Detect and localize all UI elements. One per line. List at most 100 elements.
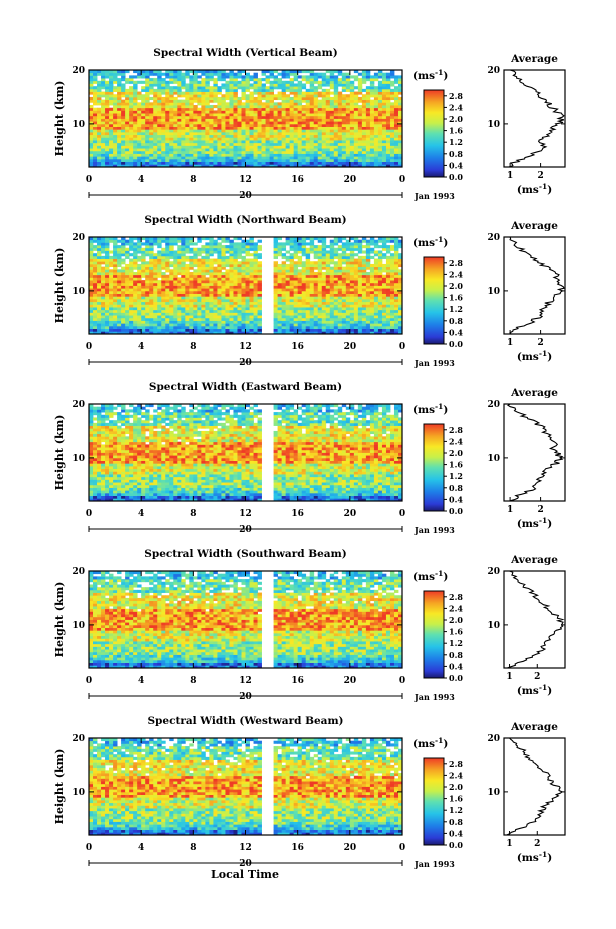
panel-2: Spectral Width (Northward Beam) Height (k… xyxy=(53,214,566,368)
colorbar-tick-label: 0.4 xyxy=(449,828,463,838)
y-axis-label: Height (km) xyxy=(53,415,66,491)
x-tick-label: 16 xyxy=(291,509,304,519)
colorbar-tick-label: 1.6 xyxy=(449,460,463,470)
colorbar-tick-label: 1.2 xyxy=(449,304,463,314)
day-label: 20 xyxy=(239,191,252,201)
average-y-tick-label: 20 xyxy=(487,567,500,577)
colorbar-tick-label: 2.8 xyxy=(449,759,463,769)
colorbar-tick-label: 2.4 xyxy=(449,770,463,780)
colorbar-tick-label: 2.0 xyxy=(449,448,463,458)
x-tick-label: 8 xyxy=(190,342,196,352)
x-tick-label: 12 xyxy=(239,175,252,185)
colorbar-unit: (ms-1) xyxy=(413,736,448,750)
y-tick-label: 10 xyxy=(72,287,85,297)
date-label: Jan 1993 xyxy=(414,358,455,368)
panel-1: Spectral Width (Vertical Beam) Height (km… xyxy=(53,47,566,201)
panel-3: Spectral Width (Eastward Beam) Height (km… xyxy=(53,381,566,535)
x-tick-label: 0 xyxy=(86,843,92,853)
day-label: 20 xyxy=(239,692,252,702)
heatmap-cells xyxy=(89,237,403,335)
colorbar-tick-label: 0.0 xyxy=(449,673,463,683)
colorbar-tick-label: 0.0 xyxy=(449,840,463,850)
x-tick-label: 0 xyxy=(399,175,405,185)
colorbar-tick-label: 1.6 xyxy=(449,794,463,804)
colorbar-tick-label: 1.2 xyxy=(449,137,463,147)
x-tick-label: 12 xyxy=(239,342,252,352)
average-title: Average xyxy=(510,387,558,399)
x-tick-label: 8 xyxy=(190,509,196,519)
colorbar-tick-label: 0.4 xyxy=(449,327,463,337)
average-x-tick-label: 2 xyxy=(537,338,543,348)
heatmap-cells xyxy=(89,404,403,502)
x-tick-label: 0 xyxy=(399,342,405,352)
y-tick-label: 20 xyxy=(72,233,85,243)
average-frame xyxy=(503,570,566,669)
x-tick-label: 16 xyxy=(291,676,304,686)
colorbar-tick-label: 2.0 xyxy=(449,615,463,625)
average-y-tick-label: 20 xyxy=(487,66,500,76)
colorbar-tick-label: 2.8 xyxy=(449,258,463,268)
panel-title: Spectral Width (Vertical Beam) xyxy=(153,47,337,59)
average-y-tick-label: 10 xyxy=(487,120,500,130)
average-profile-line xyxy=(508,69,565,168)
colorbar-tick-label: 0.8 xyxy=(449,149,463,159)
average-title: Average xyxy=(510,220,558,232)
heatmap-cells xyxy=(89,738,403,836)
colorbar-tick-label: 0.0 xyxy=(449,339,463,349)
heatmap-cells xyxy=(89,70,403,168)
average-profile-line xyxy=(506,737,564,836)
panel-title: Spectral Width (Southward Beam) xyxy=(144,548,346,560)
date-label: Jan 1993 xyxy=(414,859,455,869)
average-y-tick-label: 10 xyxy=(487,454,500,464)
colorbar xyxy=(423,757,445,846)
y-tick-label: 20 xyxy=(72,567,85,577)
average-y-tick-label: 10 xyxy=(487,788,500,798)
colorbar-tick-label: 1.2 xyxy=(449,638,463,648)
y-axis-label: Height (km) xyxy=(53,81,66,157)
panel-4: Spectral Width (Southward Beam) Height (k… xyxy=(53,548,566,702)
x-tick-label: 0 xyxy=(86,509,92,519)
y-tick-label: 20 xyxy=(72,66,85,76)
colorbar-tick-label: 1.6 xyxy=(449,293,463,303)
date-label: Jan 1993 xyxy=(414,191,455,201)
colorbar-unit: (ms-1) xyxy=(413,402,448,416)
colorbar-tick-label: 2.0 xyxy=(449,281,463,291)
x-tick-label: 20 xyxy=(344,843,357,853)
colorbar-tick-label: 0.8 xyxy=(449,316,463,326)
x-tick-label: 4 xyxy=(138,342,144,352)
y-tick-label: 10 xyxy=(72,120,85,130)
colorbar-tick-label: 0.8 xyxy=(449,483,463,493)
average-unit: (ms-1) xyxy=(517,182,552,196)
x-tick-label: 20 xyxy=(344,509,357,519)
colorbar xyxy=(423,256,445,345)
x-tick-label: 4 xyxy=(138,843,144,853)
colorbar-unit: (ms-1) xyxy=(413,68,448,82)
x-tick-label: 20 xyxy=(344,175,357,185)
x-tick-label: 4 xyxy=(138,175,144,185)
x-tick-label: 16 xyxy=(291,342,304,352)
panel-5: Spectral Width (Westward Beam) Height (km… xyxy=(53,715,566,869)
day-label: 20 xyxy=(239,525,252,535)
average-y-tick-label: 20 xyxy=(487,734,500,744)
average-unit: (ms-1) xyxy=(517,683,552,697)
y-axis-label: Height (km) xyxy=(53,582,66,658)
x-tick-label: 0 xyxy=(399,509,405,519)
y-tick-label: 20 xyxy=(72,734,85,744)
y-tick-label: 10 xyxy=(72,621,85,631)
colorbar-tick-label: 2.0 xyxy=(449,114,463,124)
colorbar-tick-label: 0.4 xyxy=(449,661,463,671)
x-tick-label: 8 xyxy=(190,843,196,853)
colorbar xyxy=(423,89,445,178)
colorbar-tick-label: 0.4 xyxy=(449,160,463,170)
average-title: Average xyxy=(510,53,558,65)
x-tick-label: 8 xyxy=(190,676,196,686)
colorbar xyxy=(423,590,445,679)
y-tick-label: 20 xyxy=(72,400,85,410)
colorbar-tick-label: 2.4 xyxy=(449,269,463,279)
colorbar-tick-label: 0.8 xyxy=(449,650,463,660)
x-tick-label: 20 xyxy=(344,676,357,686)
average-y-tick-label: 20 xyxy=(487,400,500,410)
average-x-tick-label: 1 xyxy=(507,505,513,515)
colorbar-tick-label: 1.6 xyxy=(449,627,463,637)
